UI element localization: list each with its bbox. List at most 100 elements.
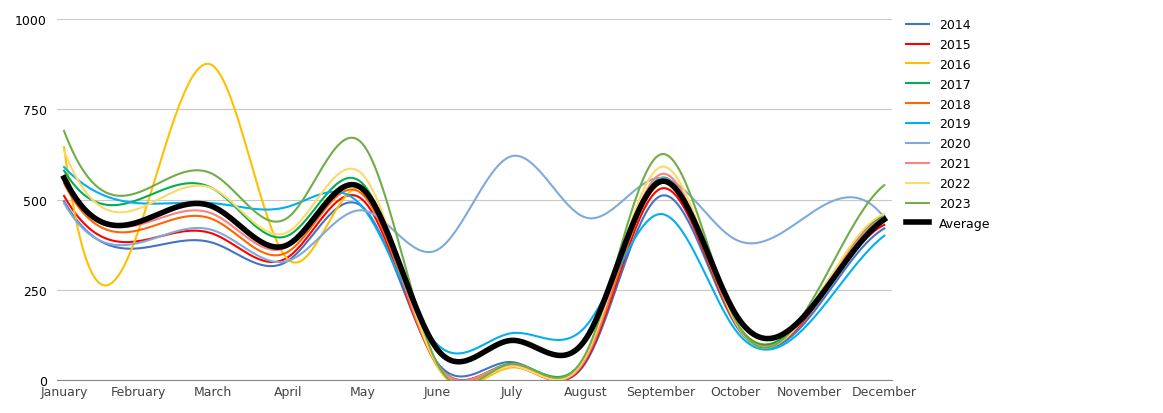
Line: 2015: 2015 xyxy=(64,189,884,381)
2019 xyxy=(450,351,464,356)
2014 xyxy=(57,199,71,204)
2023 xyxy=(651,154,665,159)
2014 xyxy=(555,377,569,382)
2016 xyxy=(877,217,891,222)
2021 xyxy=(576,362,590,367)
2015 xyxy=(651,188,665,193)
Average xyxy=(877,217,891,222)
2018 xyxy=(657,181,671,186)
Average xyxy=(324,195,338,200)
Line: 2018: 2018 xyxy=(64,183,884,382)
2018 xyxy=(381,242,395,247)
2018 xyxy=(655,181,669,186)
2019 xyxy=(156,202,170,206)
2018 xyxy=(456,380,470,385)
2017 xyxy=(576,359,590,364)
2022 xyxy=(655,165,669,170)
Line: 2019: 2019 xyxy=(64,168,884,354)
2014 xyxy=(657,193,671,198)
Line: 2022: 2022 xyxy=(64,152,884,384)
Average xyxy=(156,210,170,215)
2020 xyxy=(327,222,341,227)
2020 xyxy=(273,260,287,265)
2019 xyxy=(381,252,395,256)
Average xyxy=(451,359,465,364)
Line: 2017: 2017 xyxy=(64,171,884,381)
2020 xyxy=(577,215,591,220)
2015 xyxy=(552,378,566,383)
2020 xyxy=(57,201,71,206)
2014 xyxy=(156,242,170,247)
2020 xyxy=(156,233,170,238)
2016 xyxy=(201,62,215,67)
2022 xyxy=(651,166,665,171)
2015 xyxy=(576,364,590,369)
2016 xyxy=(657,181,671,186)
Line: 2016: 2016 xyxy=(64,65,884,386)
2020 xyxy=(657,176,671,181)
2014 xyxy=(324,211,338,216)
2015 xyxy=(877,223,891,228)
2018 xyxy=(156,221,170,225)
2019 xyxy=(877,234,891,239)
Line: Average: Average xyxy=(64,178,884,362)
2021 xyxy=(324,194,338,199)
2016 xyxy=(577,357,591,362)
2020 xyxy=(509,154,523,159)
2017 xyxy=(877,214,891,219)
Average xyxy=(576,342,590,347)
2022 xyxy=(57,149,71,154)
2018 xyxy=(877,219,891,224)
2019 xyxy=(576,328,590,333)
2015 xyxy=(57,194,71,199)
2021 xyxy=(456,378,470,383)
2023 xyxy=(57,129,71,134)
2022 xyxy=(381,229,395,234)
2022 xyxy=(156,195,170,200)
2023 xyxy=(156,179,170,184)
2017 xyxy=(651,177,665,182)
2014 xyxy=(655,194,669,199)
2016 xyxy=(384,237,398,242)
2021 xyxy=(651,173,665,178)
2022 xyxy=(877,212,891,217)
Average xyxy=(381,234,395,239)
2016 xyxy=(57,145,71,150)
2023 xyxy=(655,152,669,157)
2021 xyxy=(657,172,671,177)
2020 xyxy=(654,176,668,181)
Line: 2014: 2014 xyxy=(64,196,884,380)
2022 xyxy=(576,360,590,365)
Line: 2020: 2020 xyxy=(64,157,884,263)
2017 xyxy=(381,235,395,240)
2022 xyxy=(456,382,470,387)
2015 xyxy=(156,234,170,239)
2015 xyxy=(381,246,395,251)
2019 xyxy=(655,212,669,217)
2015 xyxy=(655,186,669,191)
Average xyxy=(57,176,71,181)
Line: 2021: 2021 xyxy=(64,174,884,381)
2016 xyxy=(156,152,170,157)
2021 xyxy=(57,178,71,183)
2019 xyxy=(324,190,338,195)
2020 xyxy=(384,226,398,231)
Line: 2023: 2023 xyxy=(64,132,884,385)
2016 xyxy=(327,212,341,217)
2019 xyxy=(57,165,71,170)
2015 xyxy=(657,186,671,191)
2018 xyxy=(57,181,71,186)
2021 xyxy=(877,216,891,221)
2021 xyxy=(381,238,395,243)
2018 xyxy=(576,362,590,367)
2023 xyxy=(576,358,590,363)
2018 xyxy=(651,183,665,188)
Legend: 2014, 2015, 2016, 2017, 2018, 2019, 2020, 2021, 2022, 2023, Average: 2014, 2015, 2016, 2017, 2018, 2019, 2020… xyxy=(906,19,991,230)
2016 xyxy=(456,383,470,388)
2023 xyxy=(456,383,470,388)
2015 xyxy=(324,205,338,210)
2016 xyxy=(654,182,668,187)
2017 xyxy=(324,187,338,192)
2020 xyxy=(877,216,891,221)
Average xyxy=(655,179,669,184)
